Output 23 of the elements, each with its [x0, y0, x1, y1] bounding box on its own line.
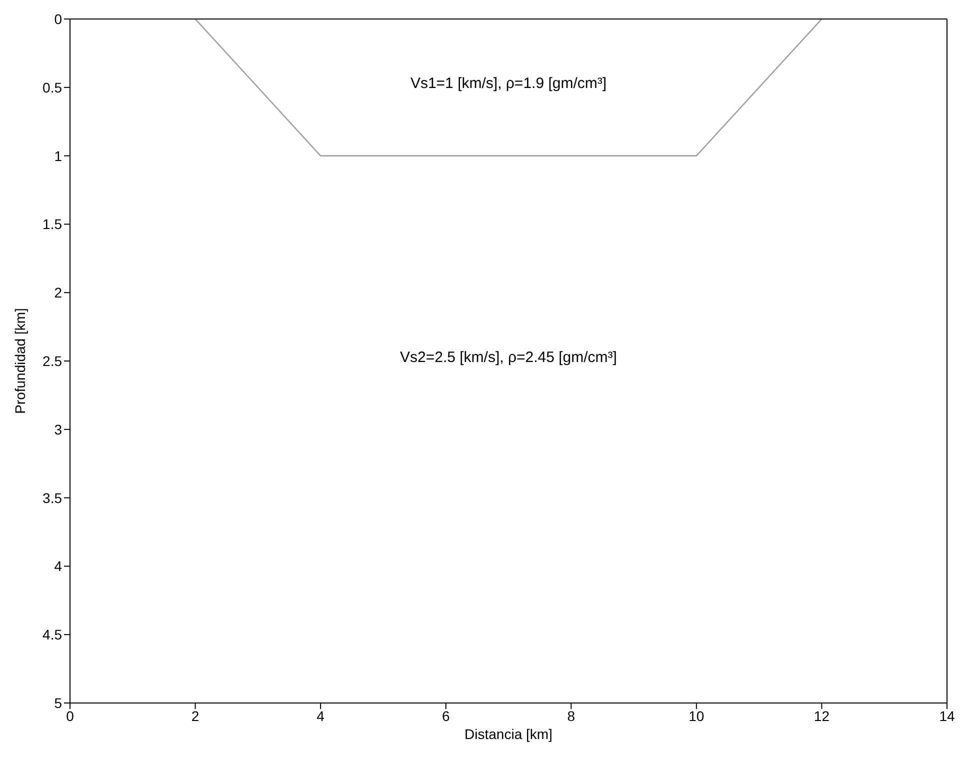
y-tick-label: 2.5 — [42, 352, 62, 369]
x-tick-label: 12 — [814, 708, 830, 724]
y-tick-label: 0 — [54, 10, 62, 27]
annotation: Vs1=1 [km/s], ρ=1.9 [gm/cm³] — [409, 75, 608, 92]
y-tick-label: 3 — [54, 421, 62, 438]
annotation: Vs2=2.5 [km/s], ρ=2.45 [gm/cm³] — [399, 349, 618, 366]
y-tick-label: 4.5 — [42, 626, 62, 643]
x-tick-label: 8 — [567, 708, 576, 724]
x-tick-label: 4 — [316, 708, 325, 724]
x-tick-label: 10 — [688, 708, 704, 724]
y-axis-title: Profundidad [km] — [12, 308, 28, 414]
y-tick-label: 5 — [54, 694, 62, 711]
x-tick-label: 2 — [191, 708, 200, 724]
y-tick-label: 3.5 — [42, 490, 62, 506]
y-tick-label: 4 — [54, 558, 62, 574]
y-tick-label: 2 — [54, 284, 62, 301]
y-tick-label: 1.5 — [42, 216, 62, 232]
x-tick-label: 6 — [442, 708, 450, 724]
y-tick-label: 0.5 — [42, 79, 62, 96]
y-tick-label: 1 — [54, 148, 62, 164]
x-axis-title: Distancia [km] — [464, 726, 554, 742]
x-tick-label: 0 — [66, 708, 74, 724]
x-tick-label: 14 — [939, 708, 955, 724]
